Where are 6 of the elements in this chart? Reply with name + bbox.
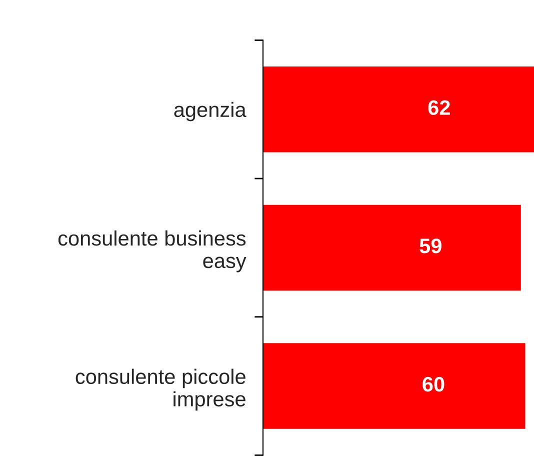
- y-tick-label: consulente business easy: [58, 230, 246, 272]
- data-label: 62: [428, 100, 450, 115]
- data-label: 59: [420, 238, 442, 254]
- data-label: 60: [422, 376, 444, 392]
- y-tick-label: agenzia: [174, 102, 246, 122]
- y-tick-label: consulente piccole imprese: [76, 368, 246, 411]
